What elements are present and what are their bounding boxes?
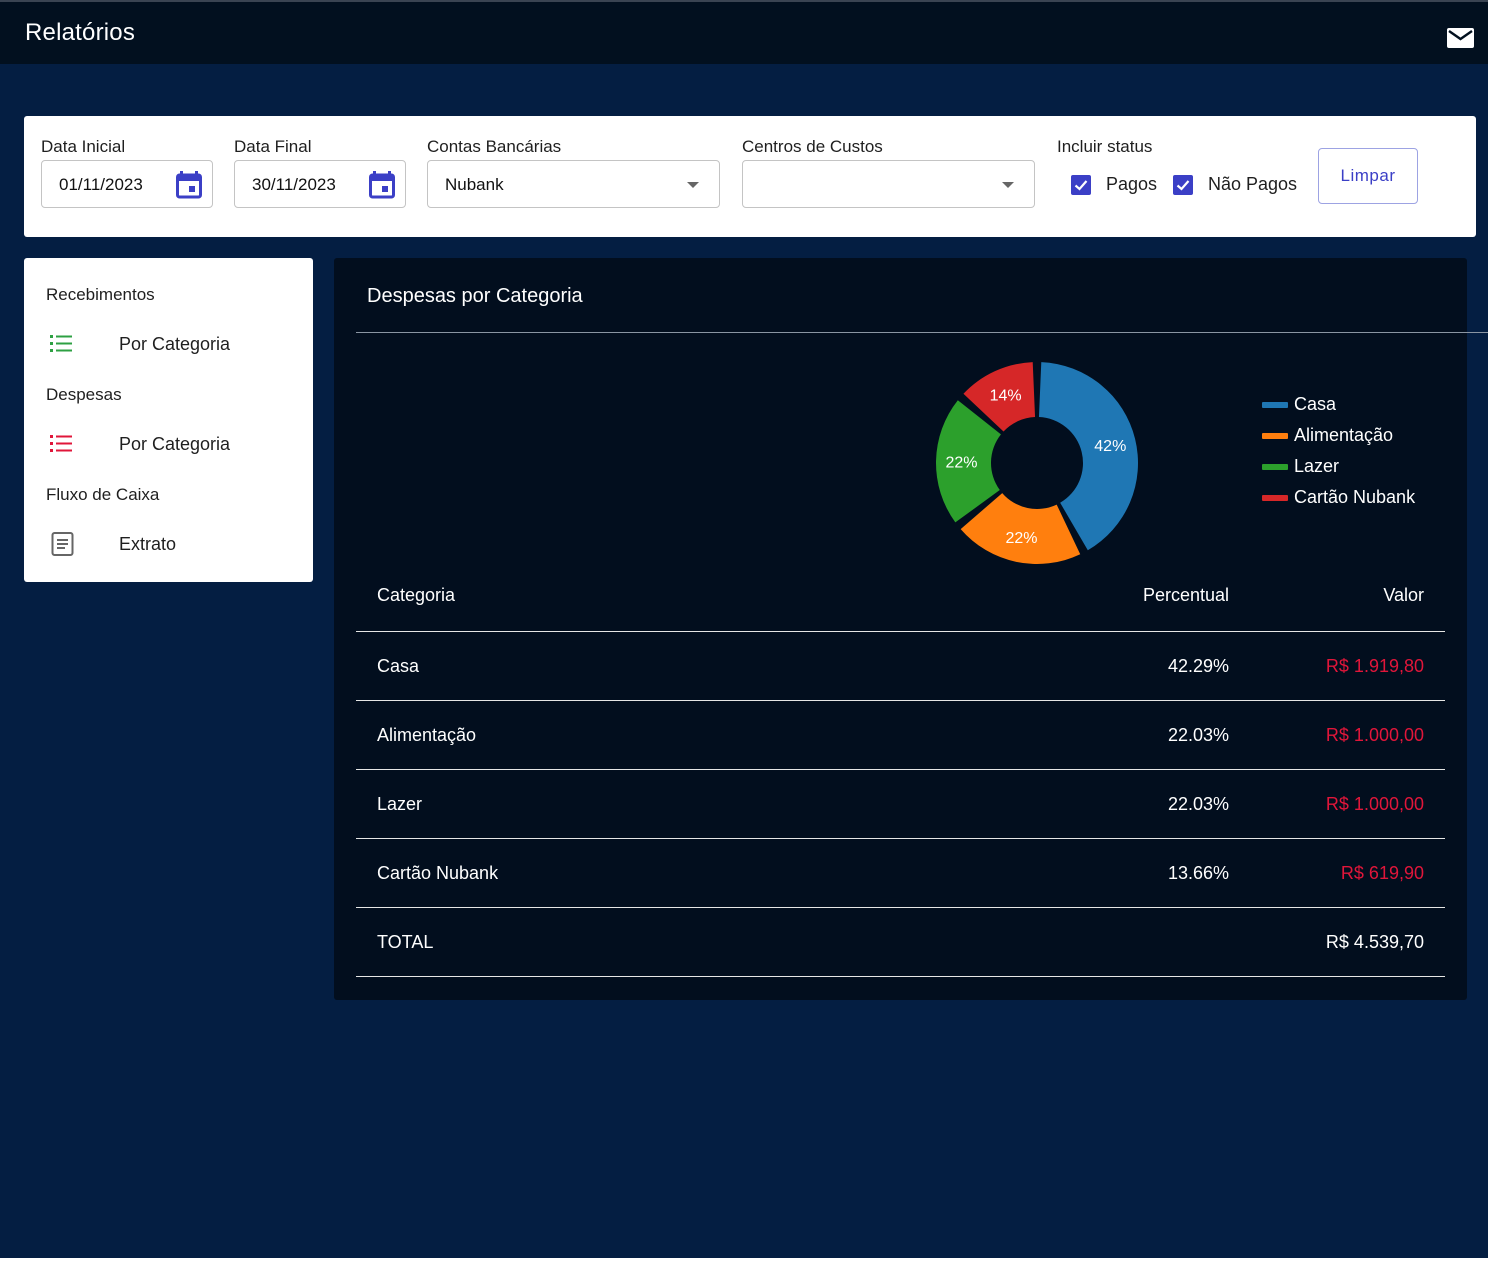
legend-swatch [1262, 464, 1288, 470]
report-title: Despesas por Categoria [367, 285, 583, 307]
legend-label: Alimentação [1294, 425, 1394, 445]
start-date-field[interactable]: 01/11/2023 [41, 160, 213, 208]
legend-item: Alimentação [1262, 425, 1462, 445]
menu-item-label: Por Categoria [119, 334, 231, 354]
checkmark-icon [1074, 180, 1088, 191]
dropdown-arrow-icon [687, 182, 699, 188]
legend-swatch [1262, 433, 1288, 439]
title-divider [356, 332, 1488, 333]
section-expenses: Despesas [46, 385, 122, 404]
total-value: R$ 4.539,70 [1325, 932, 1424, 952]
checkmark-icon [1176, 180, 1190, 191]
section-cash-flow: Fluxo de Caixa [46, 485, 160, 504]
legend-label: Casa [1294, 394, 1337, 414]
column-header-value: Valor [1383, 585, 1424, 605]
legend-item: Cartão Nubank [1262, 487, 1462, 507]
table-row: Alimentação 22.03% R$ 1.000,00 [356, 700, 1445, 769]
row-value: R$ 1.000,00 [1325, 794, 1424, 814]
donut-slice-alimenta-o [960, 493, 1081, 564]
list-icon [50, 335, 72, 352]
menu-item-label: Por Categoria [119, 434, 231, 454]
row-category: Cartão Nubank [377, 863, 499, 883]
dropdown-arrow-icon [1002, 182, 1014, 188]
donut-chart: 42% 22% 22% 14% [936, 362, 1138, 564]
accounts-select[interactable]: Nubank [427, 160, 720, 208]
menu-item-statement[interactable]: Extrato [24, 522, 313, 566]
donut-data-label: 22% [1005, 530, 1037, 547]
menu-item-expenses-by-category[interactable]: Por Categoria [24, 422, 313, 466]
page-title: Relatórios [25, 19, 136, 46]
donut-data-label: 42% [1094, 438, 1126, 455]
start-date-value: 01/11/2023 [59, 175, 143, 194]
row-value: R$ 1.000,00 [1325, 725, 1424, 745]
table-row: Cartão Nubank 13.66% R$ 619,90 [356, 838, 1445, 907]
calendar-icon[interactable] [176, 171, 202, 199]
menu-item-receipts-by-category[interactable]: Por Categoria [24, 322, 313, 366]
end-date-field[interactable]: 30/11/2023 [234, 160, 406, 208]
section-receipts: Recebimentos [46, 285, 155, 304]
report-menu: Recebimentos Por Categoria Despesas Por [24, 258, 313, 582]
row-percent: 22.03% [1167, 725, 1229, 745]
legend-label: Cartão Nubank [1294, 487, 1416, 507]
table-bottom-divider [356, 976, 1445, 977]
total-row: TOTAL R$ 4.539,70 [356, 907, 1445, 976]
donut-data-label: 22% [946, 454, 978, 471]
end-date-value: 30/11/2023 [252, 175, 336, 194]
row-percent: 13.66% [1167, 863, 1229, 883]
legend-swatch [1262, 495, 1288, 501]
mail-icon[interactable] [1447, 28, 1474, 48]
unpaid-checkbox[interactable] [1173, 175, 1193, 195]
paid-checkbox[interactable] [1071, 175, 1091, 195]
row-value: R$ 619,90 [1340, 863, 1424, 883]
clear-button[interactable]: Limpar [1318, 148, 1418, 204]
table-row: Lazer 22.03% R$ 1.000,00 [356, 769, 1445, 838]
row-category: Lazer [377, 794, 423, 814]
calendar-icon[interactable] [369, 171, 395, 199]
table-row: Casa 42.29% R$ 1.919,80 [356, 631, 1445, 700]
document-icon [51, 532, 74, 556]
row-category: Casa [377, 656, 420, 676]
paid-label: Pagos [1106, 174, 1158, 194]
total-label: TOTAL [377, 932, 434, 952]
list-icon [50, 435, 72, 452]
cost-centers-label: Centros de Custos [742, 137, 883, 156]
legend-swatch [1262, 402, 1288, 408]
start-date-label: Data Inicial [41, 137, 126, 156]
row-percent: 22.03% [1167, 794, 1229, 814]
column-header-percent: Percentual [1142, 585, 1229, 605]
donut-data-label: 14% [990, 387, 1022, 404]
status-label: Incluir status [1057, 137, 1153, 156]
filter-bar: Data Inicial 01/11/2023 Data Final 30/11… [24, 116, 1476, 237]
report-panel: Despesas por Categoria 42% 22% 22% 14% Casa… [334, 258, 1488, 1000]
end-date-label: Data Final [234, 137, 312, 156]
donut-slice-cart-o-nubank [963, 362, 1036, 432]
row-value: R$ 1.919,80 [1325, 656, 1424, 676]
column-header-category: Categoria [377, 585, 456, 605]
donut-slice-casa [1038, 362, 1138, 551]
unpaid-label: Não Pagos [1208, 174, 1298, 194]
donut-slice-lazer [936, 400, 1001, 523]
menu-item-label: Extrato [119, 534, 177, 554]
legend-item: Casa [1262, 394, 1462, 414]
legend-label: Lazer [1294, 456, 1340, 476]
cost-centers-select[interactable] [742, 160, 1035, 208]
row-percent: 42.29% [1167, 656, 1229, 676]
accounts-value: Nubank [445, 175, 504, 194]
accounts-label: Contas Bancárias [427, 137, 562, 156]
top-app-bar: Relatórios [0, 0, 1488, 64]
legend-item: Lazer [1262, 456, 1462, 476]
row-category: Alimentação [377, 725, 477, 745]
